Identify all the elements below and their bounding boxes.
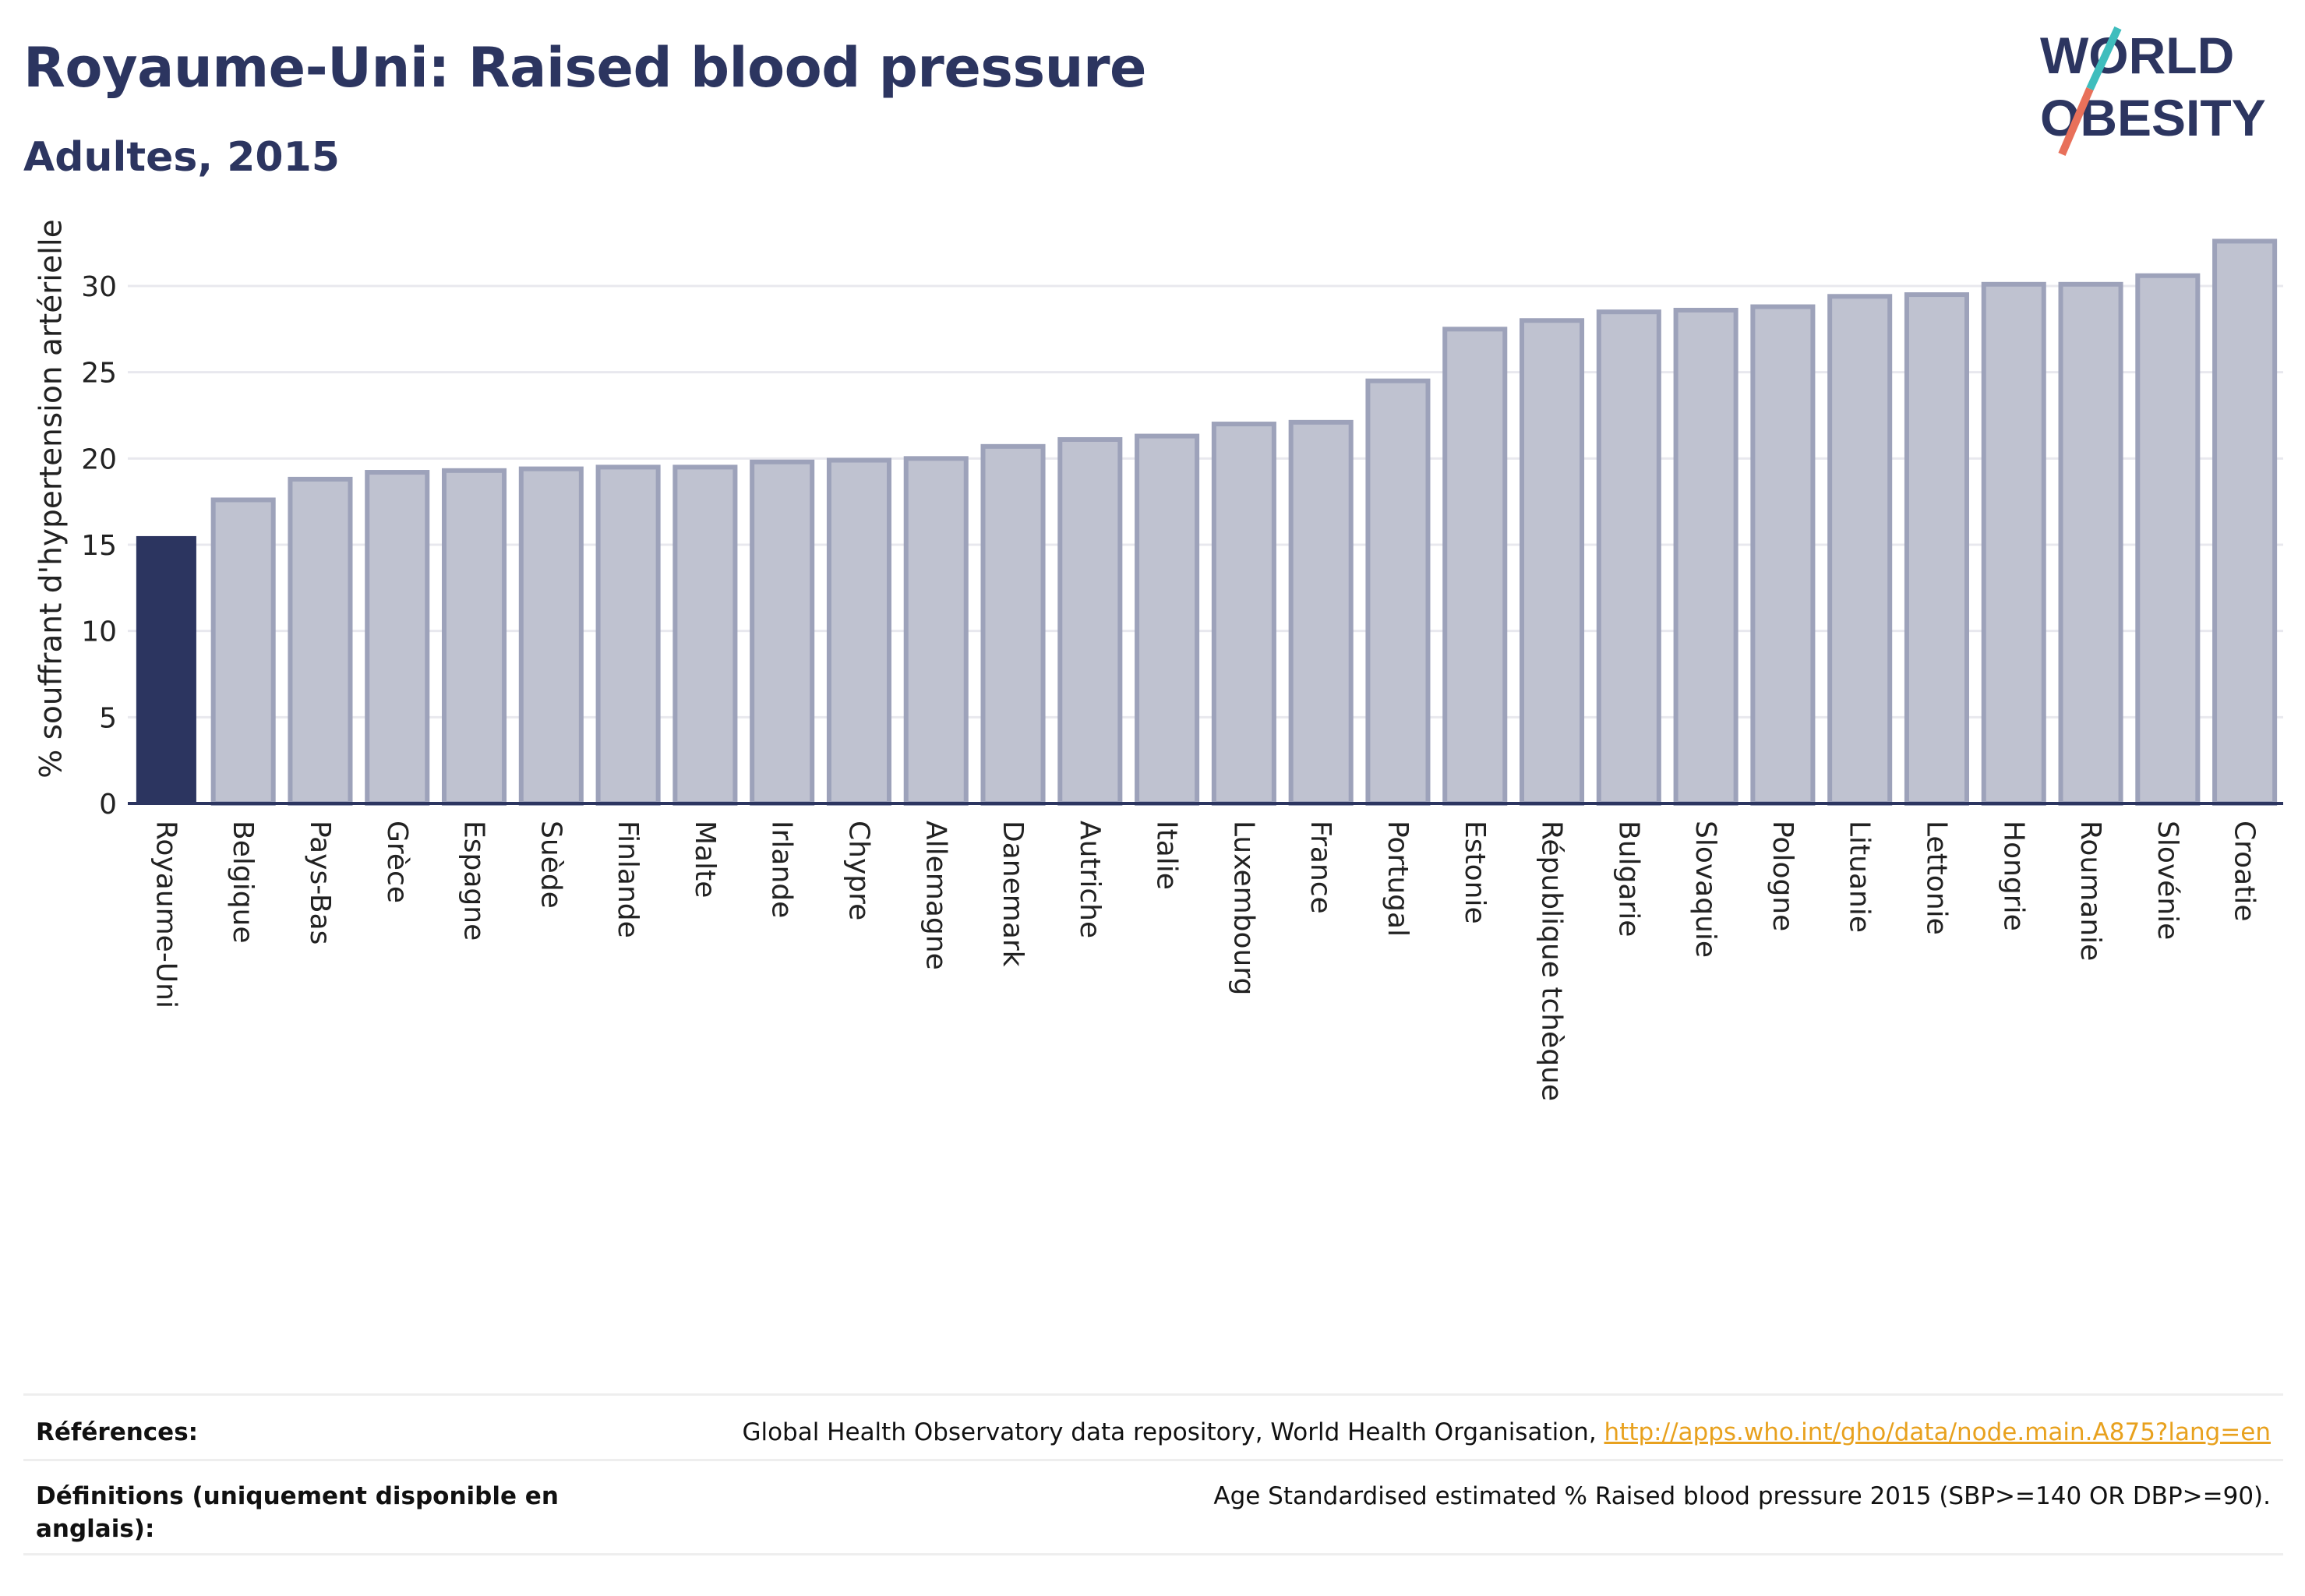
bar-13 xyxy=(1135,433,1200,806)
bar-23 xyxy=(1904,292,1969,807)
x-tick-label: Italie xyxy=(1151,821,1183,890)
footer-table: Références: Global Health Observatory da… xyxy=(23,1393,2283,1555)
bar-11 xyxy=(980,443,1046,807)
x-tick-label: Lituanie xyxy=(1844,821,1876,933)
bar-8 xyxy=(750,459,815,806)
bar-20 xyxy=(1673,307,1738,806)
bar-2 xyxy=(288,476,353,806)
chart-title: Royaume-Uni: Raised blood pressure xyxy=(23,36,1146,100)
y-tick-label: 0 xyxy=(99,789,117,821)
bar-chart: 0 5 10 15 20 25 30 Royaume-Uni Belgique Pays-Bas G… xyxy=(81,238,2283,1101)
references-link[interactable]: http://apps.who.int/gho/data/node.main.A… xyxy=(1604,1418,2271,1446)
logo-text-line1: WORLD xyxy=(2040,26,2234,84)
y-tick-label: 25 xyxy=(81,358,117,390)
bar-24 xyxy=(1981,281,2046,806)
bar-10 xyxy=(903,456,969,806)
x-tick-label: Danemark xyxy=(997,821,1029,967)
bar-26 xyxy=(2135,273,2201,807)
bar-0 xyxy=(136,535,196,803)
references-label: Références: xyxy=(36,1418,199,1446)
x-tick-label: Royaume-Uni xyxy=(150,821,182,1008)
x-tick-label: Pays-Bas xyxy=(304,821,336,945)
x-tick-label: Grèce xyxy=(381,821,413,903)
definitions-value: Age Standardised estimated % Raised bloo… xyxy=(1213,1482,2271,1510)
references-text: Global Health Observatory data repositor… xyxy=(742,1418,1597,1446)
y-tick-label: 30 xyxy=(81,271,117,303)
x-tick-label: Espagne xyxy=(458,821,490,941)
bar-18 xyxy=(1520,318,1585,806)
x-tick-label: Allemagne xyxy=(920,821,951,970)
x-tick-label: Suède xyxy=(535,821,567,909)
bar-21 xyxy=(1750,304,1816,806)
y-tick-label: 5 xyxy=(99,702,117,734)
bar-9 xyxy=(826,457,891,807)
definitions-row: Définitions (uniquement disponible en an… xyxy=(23,1459,2283,1555)
y-tick-label: 15 xyxy=(81,530,117,562)
x-tick-label: Pologne xyxy=(1767,821,1798,931)
bar-25 xyxy=(2058,281,2123,806)
x-tick-label: Autriche xyxy=(1074,821,1106,938)
x-tick-label: Luxembourg xyxy=(1227,821,1259,995)
bar-12 xyxy=(1057,436,1123,807)
x-tick-label: République tchèque xyxy=(1536,821,1568,1101)
x-tick-label: Lettonie xyxy=(1920,821,1952,935)
chart-subtitle: Adultes, 2015 xyxy=(23,134,340,181)
references-value: Global Health Observatory data repositor… xyxy=(742,1416,2283,1449)
x-tick-label: Chypre xyxy=(842,821,874,920)
bar-5 xyxy=(518,466,584,806)
bar-22 xyxy=(1827,294,1893,806)
x-tick-label: Malte xyxy=(689,821,721,898)
world-obesity-logo: WORLD OBESITY xyxy=(2040,26,2266,156)
bar-6 xyxy=(595,464,661,807)
bar-4 xyxy=(442,468,507,806)
bar-15 xyxy=(1288,419,1354,806)
definitions-label: Définitions (uniquement disponible en an… xyxy=(36,1482,559,1543)
x-tick-label: Slovaquie xyxy=(1689,821,1721,958)
bar-27 xyxy=(2212,238,2278,807)
bar-19 xyxy=(1596,309,1661,806)
x-tick-label: Hongrie xyxy=(1997,821,2029,931)
x-tick-label: Irlande xyxy=(766,821,798,918)
x-tick-label: Roumanie xyxy=(2074,821,2106,961)
bar-16 xyxy=(1365,378,1431,806)
x-tick-label: Belgique xyxy=(227,821,259,944)
y-tick-label: 10 xyxy=(81,616,117,648)
bar-1 xyxy=(210,497,276,806)
x-tick-label: Slovénie xyxy=(2151,821,2183,940)
y-tick-label: 20 xyxy=(81,443,117,475)
x-tick-label: Bulgarie xyxy=(1612,821,1644,937)
x-tick-label: France xyxy=(1304,821,1336,914)
x-tick-label: Portugal xyxy=(1382,821,1414,937)
bar-7 xyxy=(672,464,738,807)
x-tick-label: Croatie xyxy=(2229,821,2261,922)
logo-slash-teal xyxy=(2086,26,2122,91)
bar-3 xyxy=(365,470,430,806)
bar-17 xyxy=(1442,327,1508,807)
x-tick-label: Finlande xyxy=(612,821,644,938)
references-row: Références: Global Health Observatory da… xyxy=(23,1393,2283,1459)
x-tick-label: Estonie xyxy=(1459,821,1491,924)
bar-14 xyxy=(1211,422,1276,806)
logo-slash-coral xyxy=(2058,87,2094,156)
